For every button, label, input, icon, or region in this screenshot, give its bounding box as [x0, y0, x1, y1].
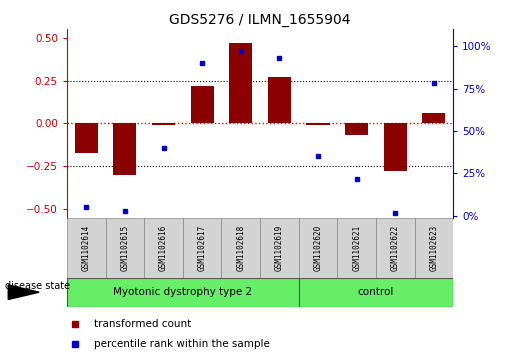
Bar — [299, 278, 453, 307]
Text: GSM1102616: GSM1102616 — [159, 225, 168, 271]
Bar — [376, 218, 415, 278]
Bar — [299, 218, 337, 278]
Bar — [260, 218, 299, 278]
Bar — [152, 123, 175, 125]
Bar — [106, 218, 144, 278]
Bar — [345, 123, 368, 135]
Bar — [415, 218, 453, 278]
Text: control: control — [358, 287, 394, 297]
Text: GSM1102623: GSM1102623 — [430, 225, 438, 271]
Text: disease state: disease state — [5, 281, 70, 291]
Bar — [144, 218, 183, 278]
Bar — [191, 86, 214, 123]
Text: GSM1102621: GSM1102621 — [352, 225, 361, 271]
Text: GSM1102622: GSM1102622 — [391, 225, 400, 271]
Text: transformed count: transformed count — [94, 319, 191, 329]
Bar — [221, 218, 260, 278]
Bar — [306, 123, 330, 125]
Bar — [75, 123, 98, 152]
Bar — [337, 218, 376, 278]
Text: Myotonic dystrophy type 2: Myotonic dystrophy type 2 — [113, 287, 252, 297]
Bar — [67, 218, 106, 278]
Bar — [268, 77, 291, 123]
Bar — [229, 43, 252, 123]
Bar — [384, 123, 407, 171]
Text: GSM1102615: GSM1102615 — [121, 225, 129, 271]
Text: GSM1102614: GSM1102614 — [82, 225, 91, 271]
Text: GSM1102620: GSM1102620 — [314, 225, 322, 271]
Text: percentile rank within the sample: percentile rank within the sample — [94, 339, 270, 348]
Title: GDS5276 / ILMN_1655904: GDS5276 / ILMN_1655904 — [169, 13, 351, 26]
Polygon shape — [8, 285, 39, 299]
Bar — [113, 123, 136, 175]
Bar — [422, 113, 445, 123]
Text: GSM1102619: GSM1102619 — [275, 225, 284, 271]
Text: GSM1102618: GSM1102618 — [236, 225, 245, 271]
Bar — [183, 218, 221, 278]
Text: GSM1102617: GSM1102617 — [198, 225, 207, 271]
Bar — [67, 278, 299, 307]
